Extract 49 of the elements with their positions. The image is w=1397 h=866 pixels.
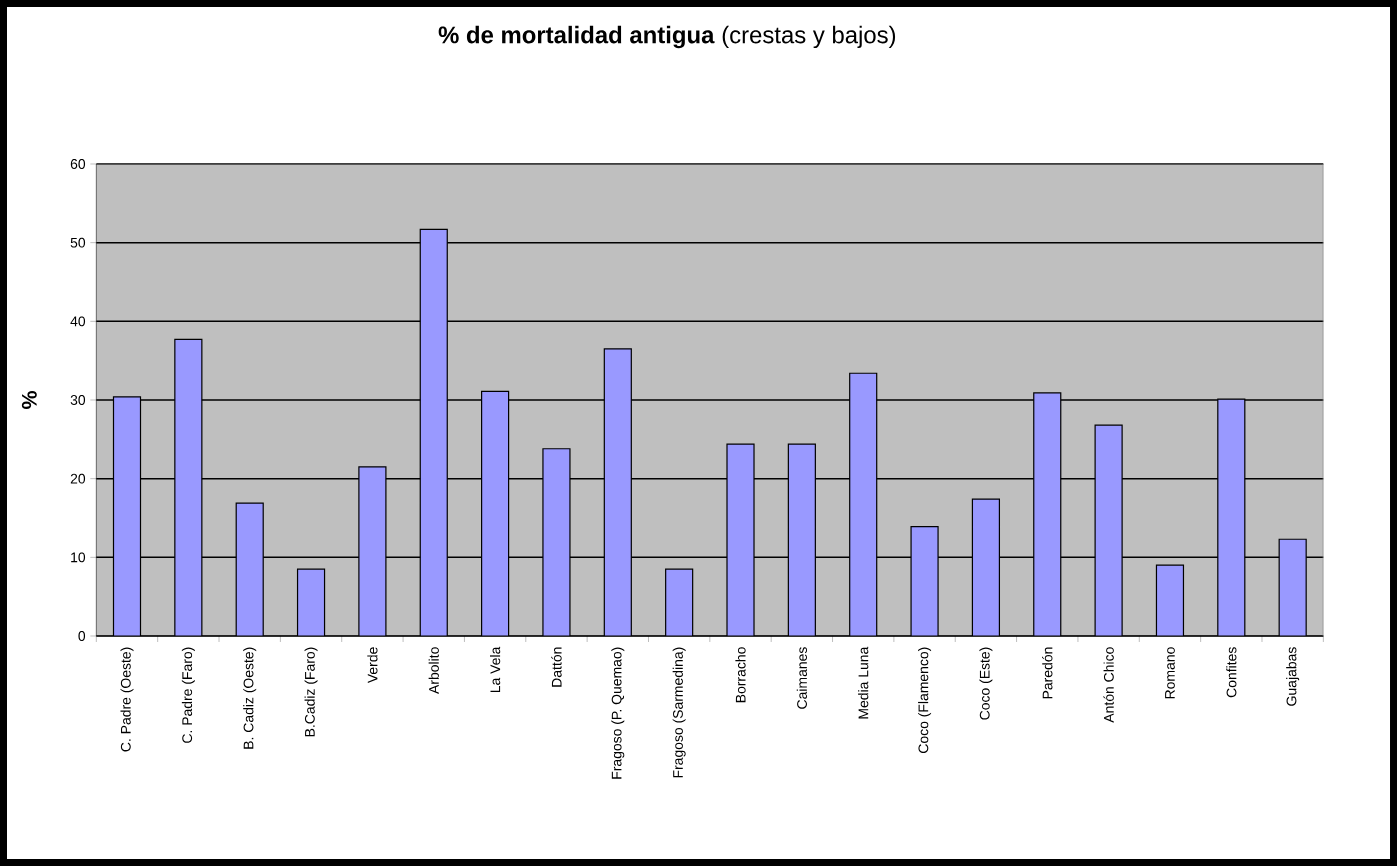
chart-title: % de mortalidad antigua (crestas y bajos) (438, 25, 896, 49)
y-tick-label: 40 (70, 316, 86, 327)
x-tick-label: Antón Chico (1103, 647, 1114, 723)
x-tick-label: B.Cadiz (Faro) (304, 647, 318, 737)
y-tick-label: 50 (70, 237, 86, 248)
y-axis-title: % (21, 391, 37, 409)
bar (910, 526, 939, 636)
x-tick-label: Fragoso (P. Quemao) (611, 647, 625, 779)
bar (112, 396, 142, 636)
bar (1094, 424, 1123, 636)
bar (665, 568, 694, 636)
x-tick-label: B. Cadiz (Oeste) (243, 647, 257, 749)
x-tick-label: Paredón (1042, 647, 1053, 699)
y-tick-label: 10 (71, 552, 86, 563)
bar (1217, 398, 1246, 636)
y-tick-label: 30 (70, 395, 86, 405)
x-tick-label: Arbolito (428, 647, 439, 694)
x-tick-label: Coco (Este) (979, 647, 993, 720)
bar (358, 466, 387, 636)
bar (542, 448, 571, 636)
bar (603, 348, 632, 636)
bar (787, 443, 816, 636)
x-tick-label: Confites (1226, 647, 1237, 698)
x-tick-label: Media Luna (858, 646, 869, 719)
bar (849, 372, 878, 636)
bar (1278, 538, 1307, 636)
x-tick-label: Guajabas (1286, 647, 1300, 706)
x-tick-label: C. Padre (Faro) (181, 647, 195, 743)
x-tick-label: La Vela (489, 646, 501, 693)
x-tick-label: Verde (367, 647, 378, 684)
x-tick-label: Fragoso (Sarmedina) (672, 647, 686, 778)
bar (419, 228, 448, 636)
x-tick-label: Coco (Flamenco) (918, 647, 932, 753)
bar (1155, 564, 1185, 636)
y-tick-label: 20 (70, 473, 86, 484)
bar (174, 338, 203, 636)
bar (726, 443, 755, 636)
y-tick-label: 0 (78, 631, 86, 641)
x-tick-label: Dattón (551, 647, 562, 687)
x-tick-label: Romano (1165, 647, 1175, 699)
y-tick-label: 60 (70, 159, 86, 169)
bar (481, 390, 510, 636)
x-tick-label: Borracho (735, 647, 746, 703)
x-tick-label: C. Padre (Oeste) (120, 647, 134, 752)
bar (235, 502, 264, 636)
x-tick-label: Caimanes (796, 647, 807, 709)
bar (971, 498, 1001, 636)
bar (296, 568, 326, 636)
bar (1033, 392, 1062, 636)
